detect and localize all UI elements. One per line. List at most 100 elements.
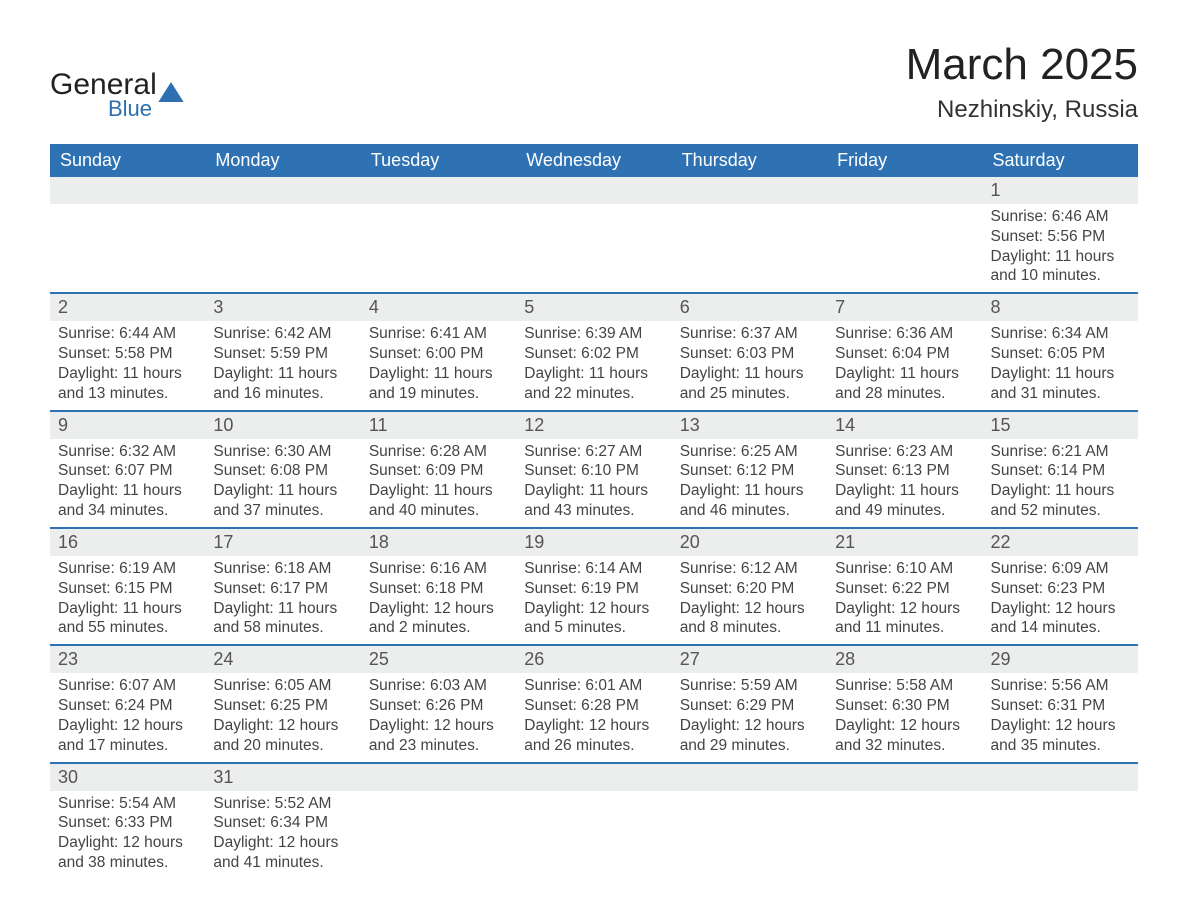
day-number: 11 [361,411,516,439]
daylight-text-1: Daylight: 11 hours [991,481,1130,501]
day-detail: Sunrise: 6:16 AMSunset: 6:18 PMDaylight:… [361,556,516,645]
calendar-table: SundayMondayTuesdayWednesdayThursdayFrid… [50,144,1138,879]
sunrise-text: Sunrise: 6:42 AM [213,324,352,344]
daylight-text-2: and 11 minutes. [835,618,974,638]
daylight-text-1: Daylight: 11 hours [835,481,974,501]
daylight-text-1: Daylight: 11 hours [680,481,819,501]
day-detail-row: Sunrise: 6:19 AMSunset: 6:15 PMDaylight:… [50,556,1138,645]
sunset-text: Sunset: 5:59 PM [213,344,352,364]
sunset-text: Sunset: 6:12 PM [680,461,819,481]
day-detail [361,791,516,879]
sunset-text: Sunset: 6:08 PM [213,461,352,481]
day-detail: Sunrise: 6:19 AMSunset: 6:15 PMDaylight:… [50,556,205,645]
day-number: 30 [50,763,205,791]
day-number: 8 [983,293,1138,321]
brand-logo: General Blue [50,40,187,126]
sunrise-text: Sunrise: 6:05 AM [213,676,352,696]
daylight-text-1: Daylight: 11 hours [58,481,197,501]
day-detail: Sunrise: 6:30 AMSunset: 6:08 PMDaylight:… [205,439,360,528]
sunset-text: Sunset: 6:13 PM [835,461,974,481]
day-detail: Sunrise: 6:05 AMSunset: 6:25 PMDaylight:… [205,673,360,762]
day-detail: Sunrise: 6:36 AMSunset: 6:04 PMDaylight:… [827,321,982,410]
sunrise-text: Sunrise: 5:56 AM [991,676,1130,696]
weekday-header: Sunday [50,144,205,177]
sunrise-text: Sunrise: 6:19 AM [58,559,197,579]
page-header: General Blue March 2025 Nezhinskiy, Russ… [50,40,1138,126]
sunset-text: Sunset: 6:31 PM [991,696,1130,716]
daylight-text-2: and 40 minutes. [369,501,508,521]
daylight-text-1: Daylight: 12 hours [835,716,974,736]
day-number: 13 [672,411,827,439]
daylight-text-1: Daylight: 12 hours [835,599,974,619]
daylight-text-2: and 35 minutes. [991,736,1130,756]
day-number: 7 [827,293,982,321]
sunrise-text: Sunrise: 6:39 AM [524,324,663,344]
daylight-text-1: Daylight: 11 hours [213,599,352,619]
day-detail: Sunrise: 6:37 AMSunset: 6:03 PMDaylight:… [672,321,827,410]
daylight-text-2: and 10 minutes. [991,266,1130,286]
day-number: 27 [672,645,827,673]
day-detail: Sunrise: 6:32 AMSunset: 6:07 PMDaylight:… [50,439,205,528]
daylight-text-2: and 55 minutes. [58,618,197,638]
sunrise-text: Sunrise: 6:25 AM [680,442,819,462]
daylight-text-1: Daylight: 11 hours [835,364,974,384]
day-number: 6 [672,293,827,321]
day-detail: Sunrise: 6:34 AMSunset: 6:05 PMDaylight:… [983,321,1138,410]
calendar-header: SundayMondayTuesdayWednesdayThursdayFrid… [50,144,1138,177]
sunrise-text: Sunrise: 6:18 AM [213,559,352,579]
day-number: 5 [516,293,671,321]
day-number: 15 [983,411,1138,439]
day-number [672,177,827,204]
daylight-text-1: Daylight: 12 hours [680,599,819,619]
day-number: 3 [205,293,360,321]
day-detail [361,204,516,293]
sunrise-text: Sunrise: 6:09 AM [991,559,1130,579]
day-detail: Sunrise: 6:14 AMSunset: 6:19 PMDaylight:… [516,556,671,645]
day-number: 28 [827,645,982,673]
sunset-text: Sunset: 6:25 PM [213,696,352,716]
day-number: 2 [50,293,205,321]
daylight-text-2: and 43 minutes. [524,501,663,521]
day-detail [516,204,671,293]
daylight-text-2: and 28 minutes. [835,384,974,404]
sunrise-text: Sunrise: 6:23 AM [835,442,974,462]
day-detail: Sunrise: 6:42 AMSunset: 5:59 PMDaylight:… [205,321,360,410]
day-number-row: 16171819202122 [50,528,1138,556]
day-number: 23 [50,645,205,673]
daylight-text-2: and 29 minutes. [680,736,819,756]
day-detail: Sunrise: 6:12 AMSunset: 6:20 PMDaylight:… [672,556,827,645]
day-number: 25 [361,645,516,673]
weekday-header: Wednesday [516,144,671,177]
daylight-text-2: and 14 minutes. [991,618,1130,638]
sunset-text: Sunset: 6:28 PM [524,696,663,716]
day-number: 4 [361,293,516,321]
sunset-text: Sunset: 6:30 PM [835,696,974,716]
daylight-text-1: Daylight: 12 hours [524,716,663,736]
day-detail: Sunrise: 6:03 AMSunset: 6:26 PMDaylight:… [361,673,516,762]
sunset-text: Sunset: 5:56 PM [991,227,1130,247]
day-detail: Sunrise: 5:54 AMSunset: 6:33 PMDaylight:… [50,791,205,879]
sunrise-text: Sunrise: 5:54 AM [58,794,197,814]
day-detail [516,791,671,879]
day-number: 19 [516,528,671,556]
title-block: March 2025 Nezhinskiy, Russia [906,40,1138,124]
day-number [827,177,982,204]
day-number: 29 [983,645,1138,673]
daylight-text-1: Daylight: 12 hours [991,716,1130,736]
sunrise-text: Sunrise: 6:28 AM [369,442,508,462]
location-label: Nezhinskiy, Russia [906,96,1138,124]
daylight-text-1: Daylight: 11 hours [680,364,819,384]
daylight-text-1: Daylight: 12 hours [213,833,352,853]
sunset-text: Sunset: 6:07 PM [58,461,197,481]
brand-sub: Blue [108,96,245,122]
day-detail: Sunrise: 6:10 AMSunset: 6:22 PMDaylight:… [827,556,982,645]
daylight-text-1: Daylight: 11 hours [213,364,352,384]
day-number [50,177,205,204]
sunset-text: Sunset: 6:00 PM [369,344,508,364]
daylight-text-1: Daylight: 11 hours [369,481,508,501]
sunrise-text: Sunrise: 6:34 AM [991,324,1130,344]
day-detail: Sunrise: 6:44 AMSunset: 5:58 PMDaylight:… [50,321,205,410]
sunrise-text: Sunrise: 6:41 AM [369,324,508,344]
sunrise-text: Sunrise: 6:46 AM [991,207,1130,227]
day-detail: Sunrise: 6:46 AMSunset: 5:56 PMDaylight:… [983,204,1138,293]
